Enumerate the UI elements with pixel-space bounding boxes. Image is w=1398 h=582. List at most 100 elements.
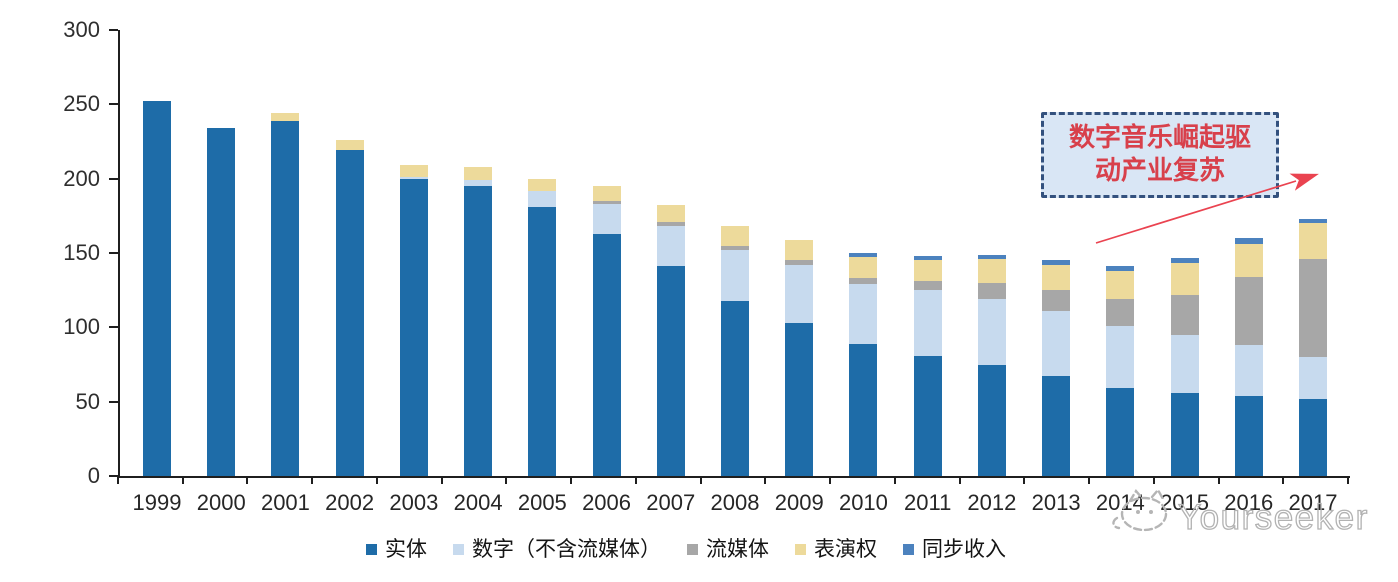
bar-column-2005 [528, 178, 557, 476]
bar-column-2012 [977, 254, 1006, 476]
bar-column-2015 [1170, 257, 1199, 476]
y-axis-tick [109, 400, 118, 403]
bar-segment-physical [849, 343, 878, 476]
bar-segment-performance-rights [977, 258, 1006, 283]
x-axis-label: 2016 [1224, 490, 1274, 515]
bar-column-1999 [143, 101, 171, 476]
bar-segment-streaming [656, 221, 685, 227]
annotation-callout: 数字音乐崛起驱 动产业复苏 [1041, 112, 1279, 198]
legend-swatch-performance-rights [795, 543, 806, 555]
bar-segment-digital-excl-streaming [1106, 325, 1135, 389]
bar-segment-digital-excl-streaming [656, 226, 685, 267]
bar-segment-performance-rights [849, 257, 878, 279]
bar-segment-sync-revenue [977, 254, 1006, 259]
bar-segment-performance-rights [1299, 223, 1327, 259]
bar-segment-digital-excl-streaming [977, 299, 1006, 365]
y-axis-tick [109, 326, 118, 329]
legend: 实体 数字（不含流媒体） 流媒体 表演权 同步收入 [366, 537, 1006, 561]
bar-column-2008 [721, 226, 749, 476]
x-axis-tick [699, 477, 702, 484]
x-axis-tick [764, 477, 767, 484]
bar-segment-digital-excl-streaming [528, 190, 557, 207]
bar-segment-digital-excl-streaming [1299, 357, 1327, 399]
x-axis-tick [375, 477, 378, 484]
bar-segment-performance-rights [592, 186, 621, 201]
y-axis-tick [109, 252, 118, 254]
x-axis-tick [1152, 477, 1155, 484]
x-axis-label: 2007 [646, 490, 696, 515]
x-axis-label: 2006 [582, 490, 632, 515]
bar-segment-physical [335, 150, 364, 476]
bar-segment-digital-excl-streaming [1170, 334, 1199, 393]
bar-segment-performance-rights [785, 239, 814, 261]
bar-segment-streaming [977, 282, 1006, 300]
bar-segment-digital-excl-streaming [1042, 311, 1071, 377]
bar-column-2001 [271, 113, 300, 476]
bar-segment-digital-excl-streaming [1234, 345, 1263, 396]
bar-segment-performance-rights [528, 178, 557, 191]
bar-column-2016 [1234, 238, 1263, 476]
x-axis-tick [893, 477, 896, 484]
y-axis-label: 150 [63, 240, 100, 265]
cat-logo-icon [1112, 488, 1168, 532]
bar-segment-physical [592, 233, 621, 476]
bar-segment-physical [721, 300, 749, 476]
legend-label-digital-excl-streaming: 数字（不含流媒体） [472, 537, 661, 561]
bar-column-2002 [335, 140, 364, 476]
bar-column-2007 [656, 205, 685, 476]
legend-label-sync-revenue: 同步收入 [922, 537, 1006, 561]
legend-swatch-streaming [687, 543, 698, 555]
x-axis-tick [570, 477, 573, 484]
x-axis-tick [1282, 477, 1285, 484]
bar-segment-physical [913, 355, 942, 476]
bar-column-2003 [399, 165, 428, 476]
bar-segment-physical [143, 101, 171, 476]
bar-segment-physical [528, 206, 557, 476]
x-axis-label: 2014 [1095, 490, 1145, 515]
legend-item-physical: 实体 [366, 537, 427, 561]
bar-segment-performance-rights [1042, 264, 1071, 291]
bar-segment-physical [656, 266, 685, 476]
bar-segment-physical [464, 186, 493, 476]
y-axis-label: 250 [63, 91, 100, 117]
bar-segment-performance-rights [721, 226, 749, 246]
bar-column-2000 [207, 128, 236, 476]
bar-column-2013 [1042, 260, 1071, 476]
y-axis-label: 0 [87, 463, 100, 488]
bar-segment-sync-revenue [849, 253, 878, 258]
x-axis-tick [311, 477, 314, 484]
x-axis-label: 2008 [710, 490, 760, 515]
x-axis-label: 2017 [1288, 490, 1338, 515]
x-axis-label: 2005 [517, 490, 567, 515]
x-axis-label: 1999 [132, 490, 182, 515]
bar-segment-performance-rights [1106, 270, 1135, 300]
bar-column-2009 [785, 239, 814, 476]
y-axis-label: 50 [75, 388, 100, 414]
watermark-text: Yourseeker [1177, 497, 1369, 537]
watermark: Yourseeker [1108, 488, 1369, 538]
bar-segment-performance-rights [271, 113, 300, 121]
bar-segment-digital-excl-streaming [913, 290, 942, 356]
x-axis-tick [440, 477, 443, 484]
bar-column-2014 [1106, 266, 1135, 476]
legend-swatch-sync-revenue [903, 543, 914, 555]
x-axis-tick [1347, 477, 1349, 484]
bar-segment-streaming [721, 245, 749, 251]
bar-segment-streaming [592, 201, 621, 204]
y-axis-label: 100 [63, 314, 100, 340]
x-axis-tick [958, 477, 961, 484]
bar-segment-performance-rights [335, 140, 364, 151]
bar-segment-streaming [1299, 258, 1327, 358]
bar-segment-digital-excl-streaming [464, 180, 493, 187]
x-axis-label: 2009 [774, 490, 824, 515]
legend-item-digital-excl-streaming: 数字（不含流媒体） [453, 537, 661, 561]
bar-segment-physical [977, 364, 1006, 476]
legend-label-streaming: 流媒体 [706, 537, 769, 561]
legend-item-performance-rights: 表演权 [795, 537, 877, 561]
x-axis-tick [829, 477, 832, 484]
bar-segment-sync-revenue [1042, 260, 1071, 265]
bar-segment-physical [1299, 398, 1327, 476]
bar-segment-digital-excl-streaming [849, 284, 878, 344]
x-axis-tick [1023, 477, 1026, 484]
